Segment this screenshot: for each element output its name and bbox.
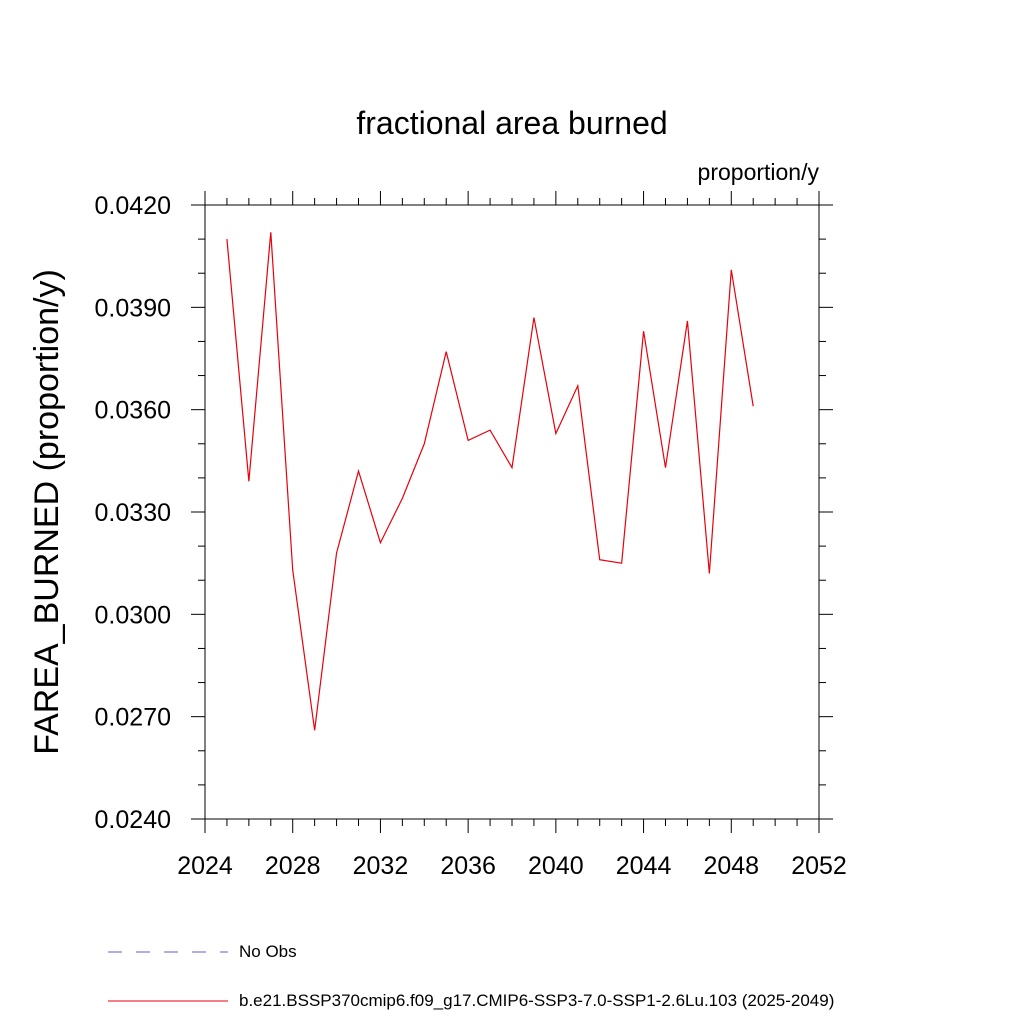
y-tick-label: 0.0360 xyxy=(95,397,171,425)
chart-title: fractional area burned xyxy=(356,105,667,141)
units-label: proportion/y xyxy=(698,159,820,185)
axis-ticks xyxy=(191,191,833,833)
plot-frame xyxy=(204,204,820,820)
y-tick-label: 0.0240 xyxy=(95,806,171,834)
x-tick-label: 2024 xyxy=(177,852,233,880)
x-tick-label: 2052 xyxy=(791,852,847,880)
series-line xyxy=(226,232,754,731)
y-tick-label: 0.0390 xyxy=(95,294,171,322)
y-axis-label: FAREA_BURNED (proportion/y) xyxy=(28,269,66,755)
x-tick-labels: 2024 2028 2032 2036 2040 2044 2048 2052 xyxy=(177,852,847,880)
x-tick-label: 2044 xyxy=(616,852,672,880)
x-tick-label: 2028 xyxy=(265,852,321,880)
y-tick-label: 0.0330 xyxy=(95,499,171,527)
x-tick-label: 2040 xyxy=(528,852,584,880)
y-tick-label: 0.0270 xyxy=(95,704,171,732)
y-tick-label: 0.0420 xyxy=(95,192,171,220)
x-tick-label: 2032 xyxy=(353,852,409,880)
x-tick-label: 2036 xyxy=(440,852,496,880)
series-layer xyxy=(226,232,754,731)
y-tick-labels: 0.0240 0.0270 0.0300 0.0330 0.0360 0.0390 0.04… xyxy=(95,192,171,834)
x-tick-label: 2048 xyxy=(703,852,759,880)
y-tick-label: 0.0300 xyxy=(95,601,171,629)
